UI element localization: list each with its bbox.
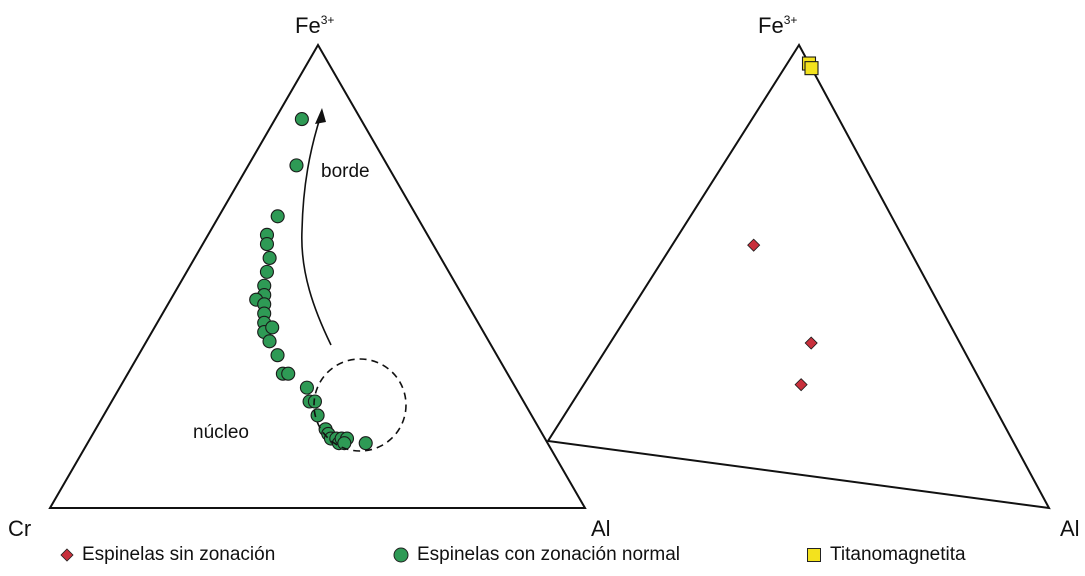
vertex-label-top-right-plot: Fe3+ bbox=[758, 13, 797, 38]
point-con-zonacion bbox=[259, 237, 275, 252]
point-titanomagnetita bbox=[804, 61, 819, 76]
point-con-zonacion bbox=[281, 366, 296, 381]
core-region-circle bbox=[313, 358, 407, 452]
ternary-plot-right bbox=[546, 43, 1051, 510]
vertex-label-cr: Cr bbox=[8, 516, 31, 541]
trend-arrowhead bbox=[315, 108, 326, 124]
point-con-zonacion bbox=[259, 264, 274, 279]
annotation-borde: borde bbox=[321, 161, 370, 182]
legend: Espinelas sin zonación Espinelas con zon… bbox=[0, 540, 1085, 576]
legend-item-zonacion-normal: Espinelas con zonación normal bbox=[393, 544, 680, 566]
legend-label: Espinelas sin zonación bbox=[82, 544, 276, 565]
legend-label: Titanomagnetita bbox=[830, 544, 966, 565]
point-con-zonacion bbox=[337, 436, 352, 451]
triangle-outline bbox=[546, 43, 1051, 510]
annotation-nucleo: núcleo bbox=[193, 422, 249, 443]
point-con-zonacion bbox=[358, 436, 373, 451]
point-sin-zonacion bbox=[747, 238, 761, 252]
point-sin-zonacion bbox=[794, 378, 808, 392]
point-con-zonacion bbox=[307, 394, 322, 409]
point-con-zonacion bbox=[294, 112, 309, 127]
circle-marker-icon bbox=[393, 547, 409, 563]
point-con-zonacion bbox=[262, 334, 277, 349]
point-con-zonacion bbox=[270, 209, 285, 224]
legend-item-titanomagnetita: Titanomagnetita bbox=[806, 544, 966, 566]
legend-item-sin-zonacion: Espinelas sin zonación bbox=[60, 544, 275, 566]
point-con-zonacion bbox=[270, 348, 285, 363]
trend-arrow bbox=[301, 117, 332, 346]
point-sin-zonacion bbox=[804, 336, 818, 350]
point-con-zonacion bbox=[310, 408, 325, 423]
point-con-zonacion bbox=[289, 158, 304, 173]
vertex-label-al-right-plot: Al bbox=[1060, 516, 1080, 541]
vertex-label-top-left-plot: Fe3+ bbox=[295, 13, 334, 38]
triangle-outline bbox=[48, 43, 587, 509]
vertex-label-al-left-plot: Al bbox=[591, 516, 611, 541]
point-con-zonacion bbox=[265, 320, 280, 335]
square-marker-icon bbox=[807, 548, 821, 562]
ternary-plot-left bbox=[48, 43, 587, 509]
point-con-zonacion bbox=[262, 250, 277, 266]
point-con-zonacion bbox=[299, 380, 314, 395]
legend-label: Espinelas con zonación normal bbox=[417, 544, 680, 565]
diamond-marker-icon bbox=[60, 548, 74, 562]
